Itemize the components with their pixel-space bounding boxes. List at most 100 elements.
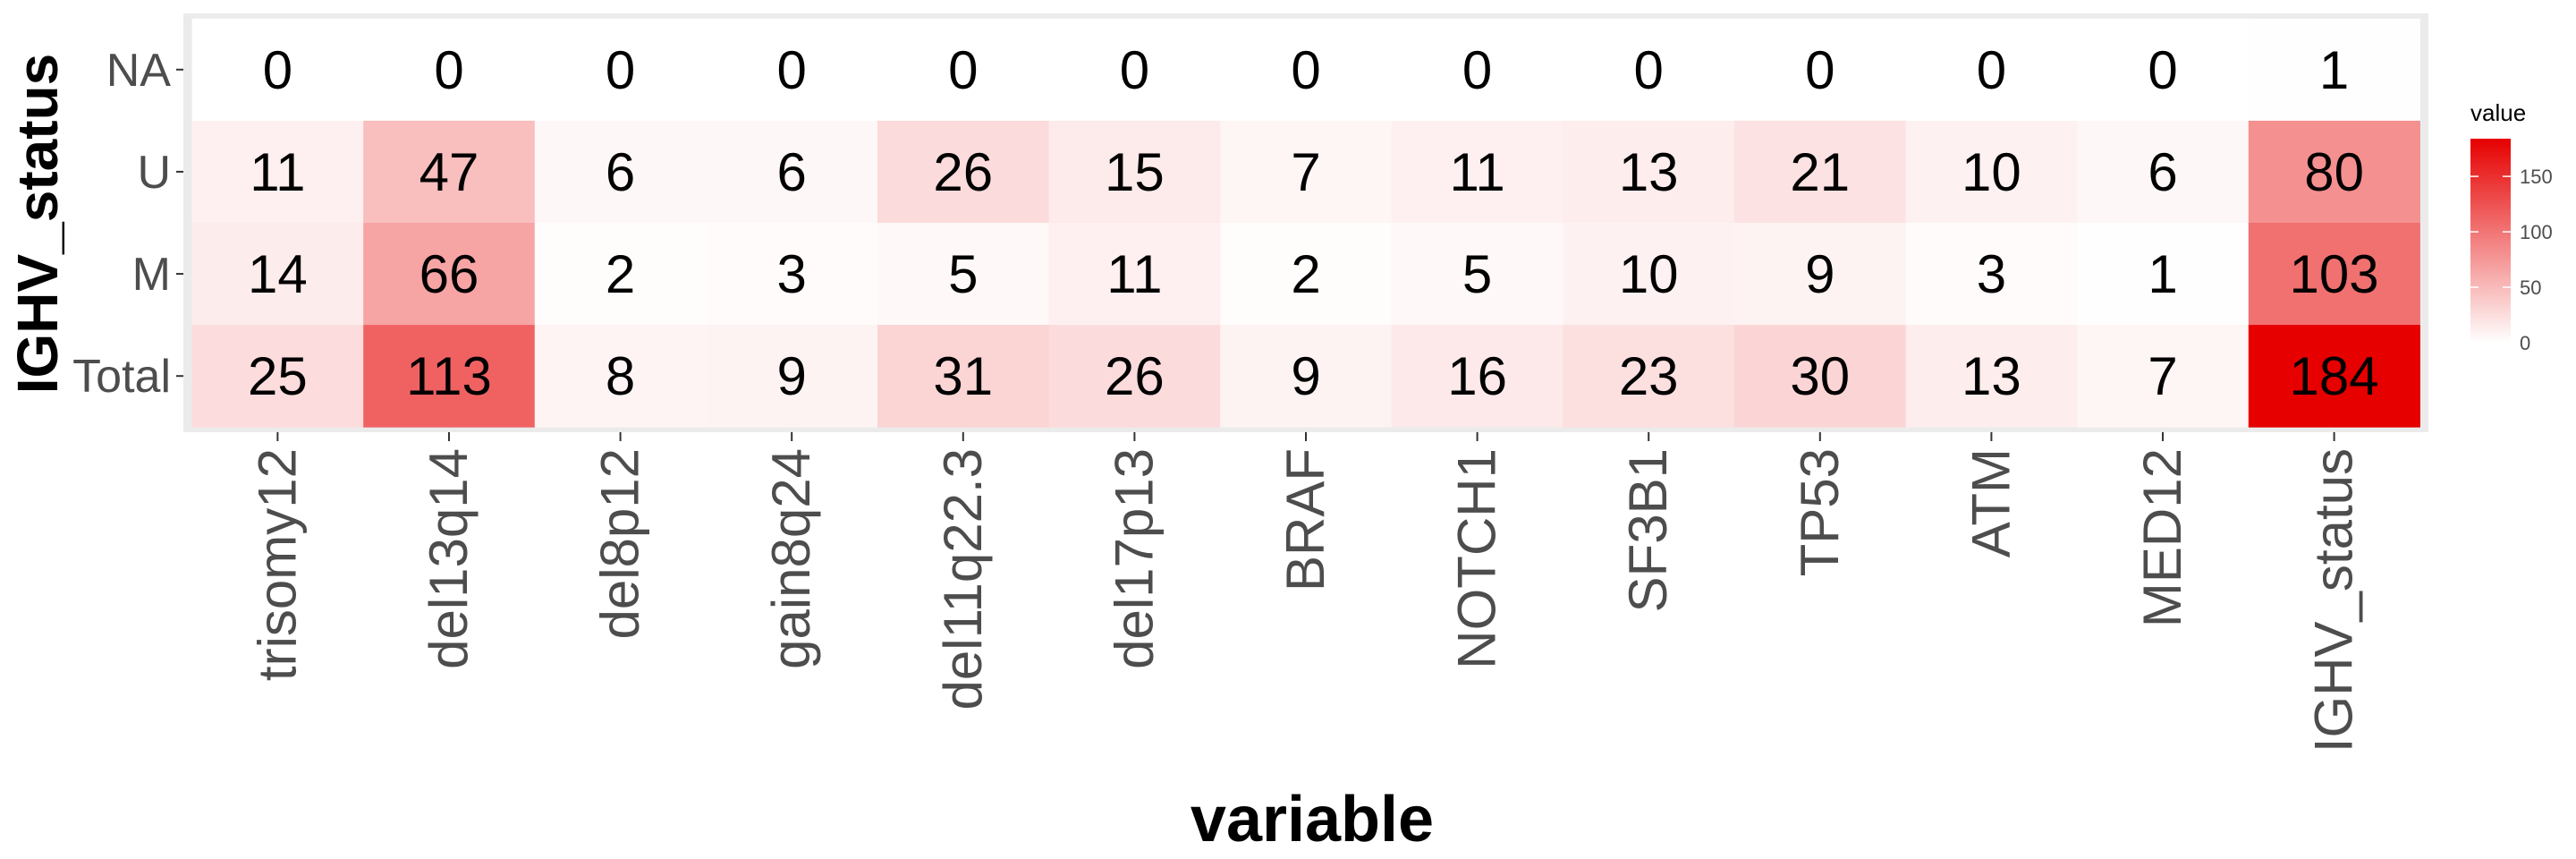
cell-value-label: 15 xyxy=(1105,142,1165,202)
cell-value-label: 6 xyxy=(606,142,635,202)
heatmap-cell xyxy=(877,325,1050,428)
x-tick-label: NOTCH1 xyxy=(1447,448,1507,669)
legend-tick-label: 100 xyxy=(2520,221,2553,243)
heatmap-cell xyxy=(2077,18,2250,122)
x-tick-label: del8p12 xyxy=(590,448,650,640)
y-tick-label: M xyxy=(132,249,171,301)
heatmap-cell xyxy=(1734,325,1907,428)
x-tick-label: del13q14 xyxy=(419,448,479,669)
cell-value-label: 2 xyxy=(1291,244,1320,304)
heatmap-cell xyxy=(1905,325,2078,428)
cell-value-label: 0 xyxy=(777,40,807,100)
x-tick-label: IGHV_status xyxy=(2304,448,2364,753)
heatmap-cell xyxy=(1220,325,1393,428)
heatmap-cell xyxy=(1734,18,1907,122)
cell-value-label: 5 xyxy=(1462,244,1492,304)
heatmap-cell xyxy=(706,325,878,428)
heatmap-cell xyxy=(1048,223,1221,326)
heatmap-cell xyxy=(534,223,707,326)
heatmap-cell xyxy=(1734,223,1907,326)
heatmap-cell xyxy=(363,223,536,326)
heatmap-cell xyxy=(191,18,364,122)
heatmap-cell xyxy=(2077,120,2250,224)
x-axis-title: variable xyxy=(1191,784,1434,855)
cell-value-label: 10 xyxy=(1619,244,1679,304)
cell-value-label: 31 xyxy=(933,346,993,406)
cell-value-label: 80 xyxy=(2304,142,2364,202)
x-tick-label: SF3B1 xyxy=(1618,448,1678,612)
x-tick-label: TP53 xyxy=(1790,448,1850,576)
heatmap-cell xyxy=(191,223,364,326)
cell-value-label: 1 xyxy=(2148,244,2177,304)
y-axis-title: IGHV_status xyxy=(5,54,70,395)
heatmap-cell xyxy=(706,120,878,224)
cell-value-label: 14 xyxy=(248,244,308,304)
x-tick-label: gain8q24 xyxy=(761,448,821,669)
heatmap-cell xyxy=(1048,120,1221,224)
heatmap-cell xyxy=(191,120,364,224)
heatmap-cell xyxy=(1048,325,1221,428)
heatmap-cell xyxy=(1220,120,1393,224)
y-axis: NA UM Total xyxy=(72,45,183,403)
cell-value-label: 103 xyxy=(2290,244,2379,304)
cell-value-label: 26 xyxy=(933,142,993,202)
cell-value-label: 0 xyxy=(2148,40,2177,100)
cell-value-label: 0 xyxy=(1977,40,2006,100)
cell-value-label: 2 xyxy=(606,244,635,304)
cell-value-label: 11 xyxy=(1449,142,1504,202)
cell-value-label: 3 xyxy=(1977,244,2006,304)
cell-value-label: 6 xyxy=(2148,142,2177,202)
heatmap-cell xyxy=(2248,120,2420,224)
heatmap-cell xyxy=(1734,120,1907,224)
cell-value-label: 0 xyxy=(948,40,978,100)
heatmap-cell xyxy=(1563,223,1735,326)
cell-value-label: 30 xyxy=(1790,346,1850,406)
legend-tick-label: 50 xyxy=(2520,276,2541,299)
x-axis: trisomy12 del13q14 del8p12 gain8q24 del11q22… xyxy=(247,432,2364,753)
cell-value-label: 13 xyxy=(1962,346,2021,406)
cell-value-label: 66 xyxy=(419,244,479,304)
cell-value-label: 13 xyxy=(1619,142,1679,202)
x-tick-label: BRAF xyxy=(1275,448,1335,591)
y-tick-label: U xyxy=(137,147,171,199)
legend-title: value xyxy=(2470,99,2526,126)
heatmap-cell xyxy=(1905,120,2078,224)
cell-value-label: 9 xyxy=(777,346,807,406)
cell-value-label: 25 xyxy=(248,346,308,406)
cell-value-label: 5 xyxy=(948,244,978,304)
heatmap-cell xyxy=(2077,223,2250,326)
heatmap-cell xyxy=(1048,18,1221,122)
cell-value-label: 3 xyxy=(777,244,807,304)
cell-value-label: 8 xyxy=(606,346,635,406)
y-tick-label: NA xyxy=(106,45,172,97)
x-tick-label: trisomy12 xyxy=(247,448,307,681)
x-tick-label: ATM xyxy=(1961,448,2021,557)
cell-value-label: 47 xyxy=(419,142,479,202)
heatmap-cell xyxy=(877,120,1050,224)
heatmap-cell xyxy=(363,18,536,122)
cell-value-label: 184 xyxy=(2290,346,2379,406)
cell-value-label: 16 xyxy=(1447,346,1507,406)
cell-value-label: 0 xyxy=(1634,40,1664,100)
cell-value-label: 10 xyxy=(1962,142,2021,202)
cell-value-label: 0 xyxy=(434,40,463,100)
legend-tick-label: 150 xyxy=(2520,166,2553,188)
heatmap-cell xyxy=(363,120,536,224)
heatmap-cell xyxy=(1563,325,1735,428)
heatmap-cell xyxy=(534,325,707,428)
heatmap-cell xyxy=(2248,223,2420,326)
heatmap-cell xyxy=(534,18,707,122)
cell-value-label: 21 xyxy=(1790,142,1850,202)
cell-value-label: 7 xyxy=(2148,346,2177,406)
cell-value-label: 0 xyxy=(1462,40,1492,100)
heatmap-cell xyxy=(706,18,878,122)
heatmap-cell xyxy=(1391,223,1563,326)
cell-value-label: 11 xyxy=(250,142,305,202)
cell-value-label: 0 xyxy=(606,40,635,100)
heatmap-cell xyxy=(1563,120,1735,224)
cell-value-label: 9 xyxy=(1805,244,1835,304)
heatmap-cell xyxy=(191,325,364,428)
heatmap-cell xyxy=(2248,18,2420,122)
legend-tick-label: 0 xyxy=(2520,332,2530,354)
heatmap-cell xyxy=(1391,18,1563,122)
